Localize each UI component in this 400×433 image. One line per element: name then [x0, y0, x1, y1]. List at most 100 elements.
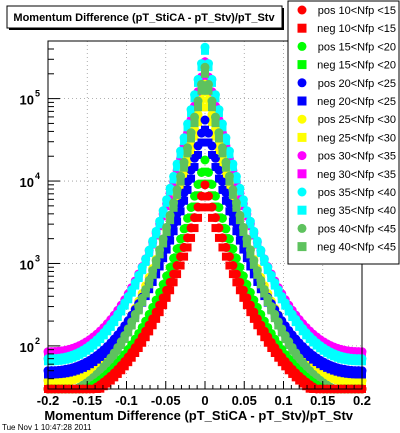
data-point [131, 281, 140, 290]
data-point [239, 245, 248, 254]
data-point [148, 270, 157, 279]
data-point [291, 318, 300, 327]
data-point [260, 333, 269, 342]
data-point [201, 167, 209, 176]
chart-title: Momentum Difference (pT_StiCA - pT_Stv)/… [13, 12, 275, 24]
legend-marker [297, 60, 307, 70]
data-point [295, 322, 304, 331]
data-point [270, 348, 279, 357]
data-point [284, 307, 293, 316]
data-point [159, 209, 168, 218]
legend-label: neg 25<Nfp <30 [317, 132, 396, 144]
data-point [256, 280, 265, 289]
data-point [176, 261, 185, 270]
data-point [113, 346, 122, 355]
data-point [291, 352, 300, 361]
axes: -0.2 -0.15 -0.1 -0.05 0 0.05 0.1 0.15 0.210 210 31… [20, 40, 371, 408]
x-tick-label: -0.15 [72, 393, 102, 408]
data-point [187, 174, 196, 183]
data-point [99, 365, 108, 374]
data-point [145, 280, 154, 289]
data-point [225, 150, 234, 159]
data-point [267, 306, 276, 315]
data-point [124, 328, 133, 337]
data-point [152, 314, 161, 323]
data-point [159, 239, 168, 248]
data-point [201, 46, 209, 55]
data-point [148, 239, 157, 248]
data-point [106, 322, 115, 331]
y-tick-label: 10 [20, 340, 34, 355]
data-point [162, 293, 171, 302]
data-point [159, 301, 168, 310]
data-point [242, 239, 251, 248]
data-point [246, 250, 255, 259]
data-point [232, 180, 241, 189]
data-point [263, 338, 272, 347]
legend-marker [297, 96, 307, 106]
data-point [221, 163, 230, 172]
data-point [277, 295, 286, 304]
data-point [176, 150, 185, 159]
data-point [124, 295, 133, 304]
data-point [288, 312, 297, 321]
data-point [228, 270, 237, 279]
data-point [249, 230, 258, 239]
data-point [267, 344, 276, 353]
data-point [211, 119, 220, 128]
data-point [218, 123, 227, 132]
data-point [113, 312, 122, 321]
data-point [173, 168, 182, 177]
data-point [270, 314, 279, 323]
data-point [131, 348, 140, 357]
data-point [110, 339, 119, 348]
data-point [190, 119, 199, 128]
legend-marker [297, 169, 307, 179]
data-point [267, 274, 276, 283]
data-point [183, 243, 192, 252]
data-point [187, 108, 196, 117]
data-point [214, 174, 223, 183]
legend-marker [297, 5, 307, 15]
data-point [218, 185, 227, 194]
data-point [124, 358, 133, 367]
x-tick-label: 0.1 [274, 393, 292, 408]
data-point [253, 321, 262, 330]
data-point [197, 138, 206, 147]
data-point [200, 115, 210, 125]
legend-label: neg 35<Nfp <40 [317, 205, 396, 217]
data-point [235, 236, 244, 245]
data-point [221, 196, 230, 205]
title-box: Momentum Difference (pT_StiCA - pT_Stv)/… [6, 5, 284, 30]
data-point [134, 344, 143, 353]
data-point [256, 327, 265, 336]
data-point [166, 191, 175, 200]
data-point [221, 137, 230, 146]
legend-marker [297, 78, 307, 88]
data-point [228, 168, 237, 177]
data-point [221, 252, 230, 261]
legend-label: pos 25<Nfp <30 [318, 114, 396, 126]
data-point [295, 357, 304, 366]
data-point [260, 257, 269, 266]
data-point [228, 190, 237, 199]
y-tick-exponent: 4 [35, 171, 40, 181]
legend-marker [297, 23, 307, 33]
y-tick-exponent: 5 [35, 89, 40, 99]
data-point [155, 220, 164, 229]
data-point [155, 250, 164, 259]
legend: pos 10<Nfp <15 neg 10<Nfp <15 pos 15<Nfp <… [287, 0, 400, 265]
timestamp: Tue Nov 1 10:47:28 2011 [2, 423, 92, 432]
data-point [180, 252, 189, 261]
data-point [180, 196, 189, 205]
data-point [235, 191, 244, 200]
data-point [281, 301, 290, 310]
data-point [194, 150, 203, 159]
legend-label: neg 30<Nfp <35 [317, 169, 396, 181]
data-point [169, 278, 178, 287]
data-point [190, 224, 199, 233]
data-point [127, 353, 136, 362]
data-point [239, 198, 248, 207]
data-point [131, 314, 140, 323]
